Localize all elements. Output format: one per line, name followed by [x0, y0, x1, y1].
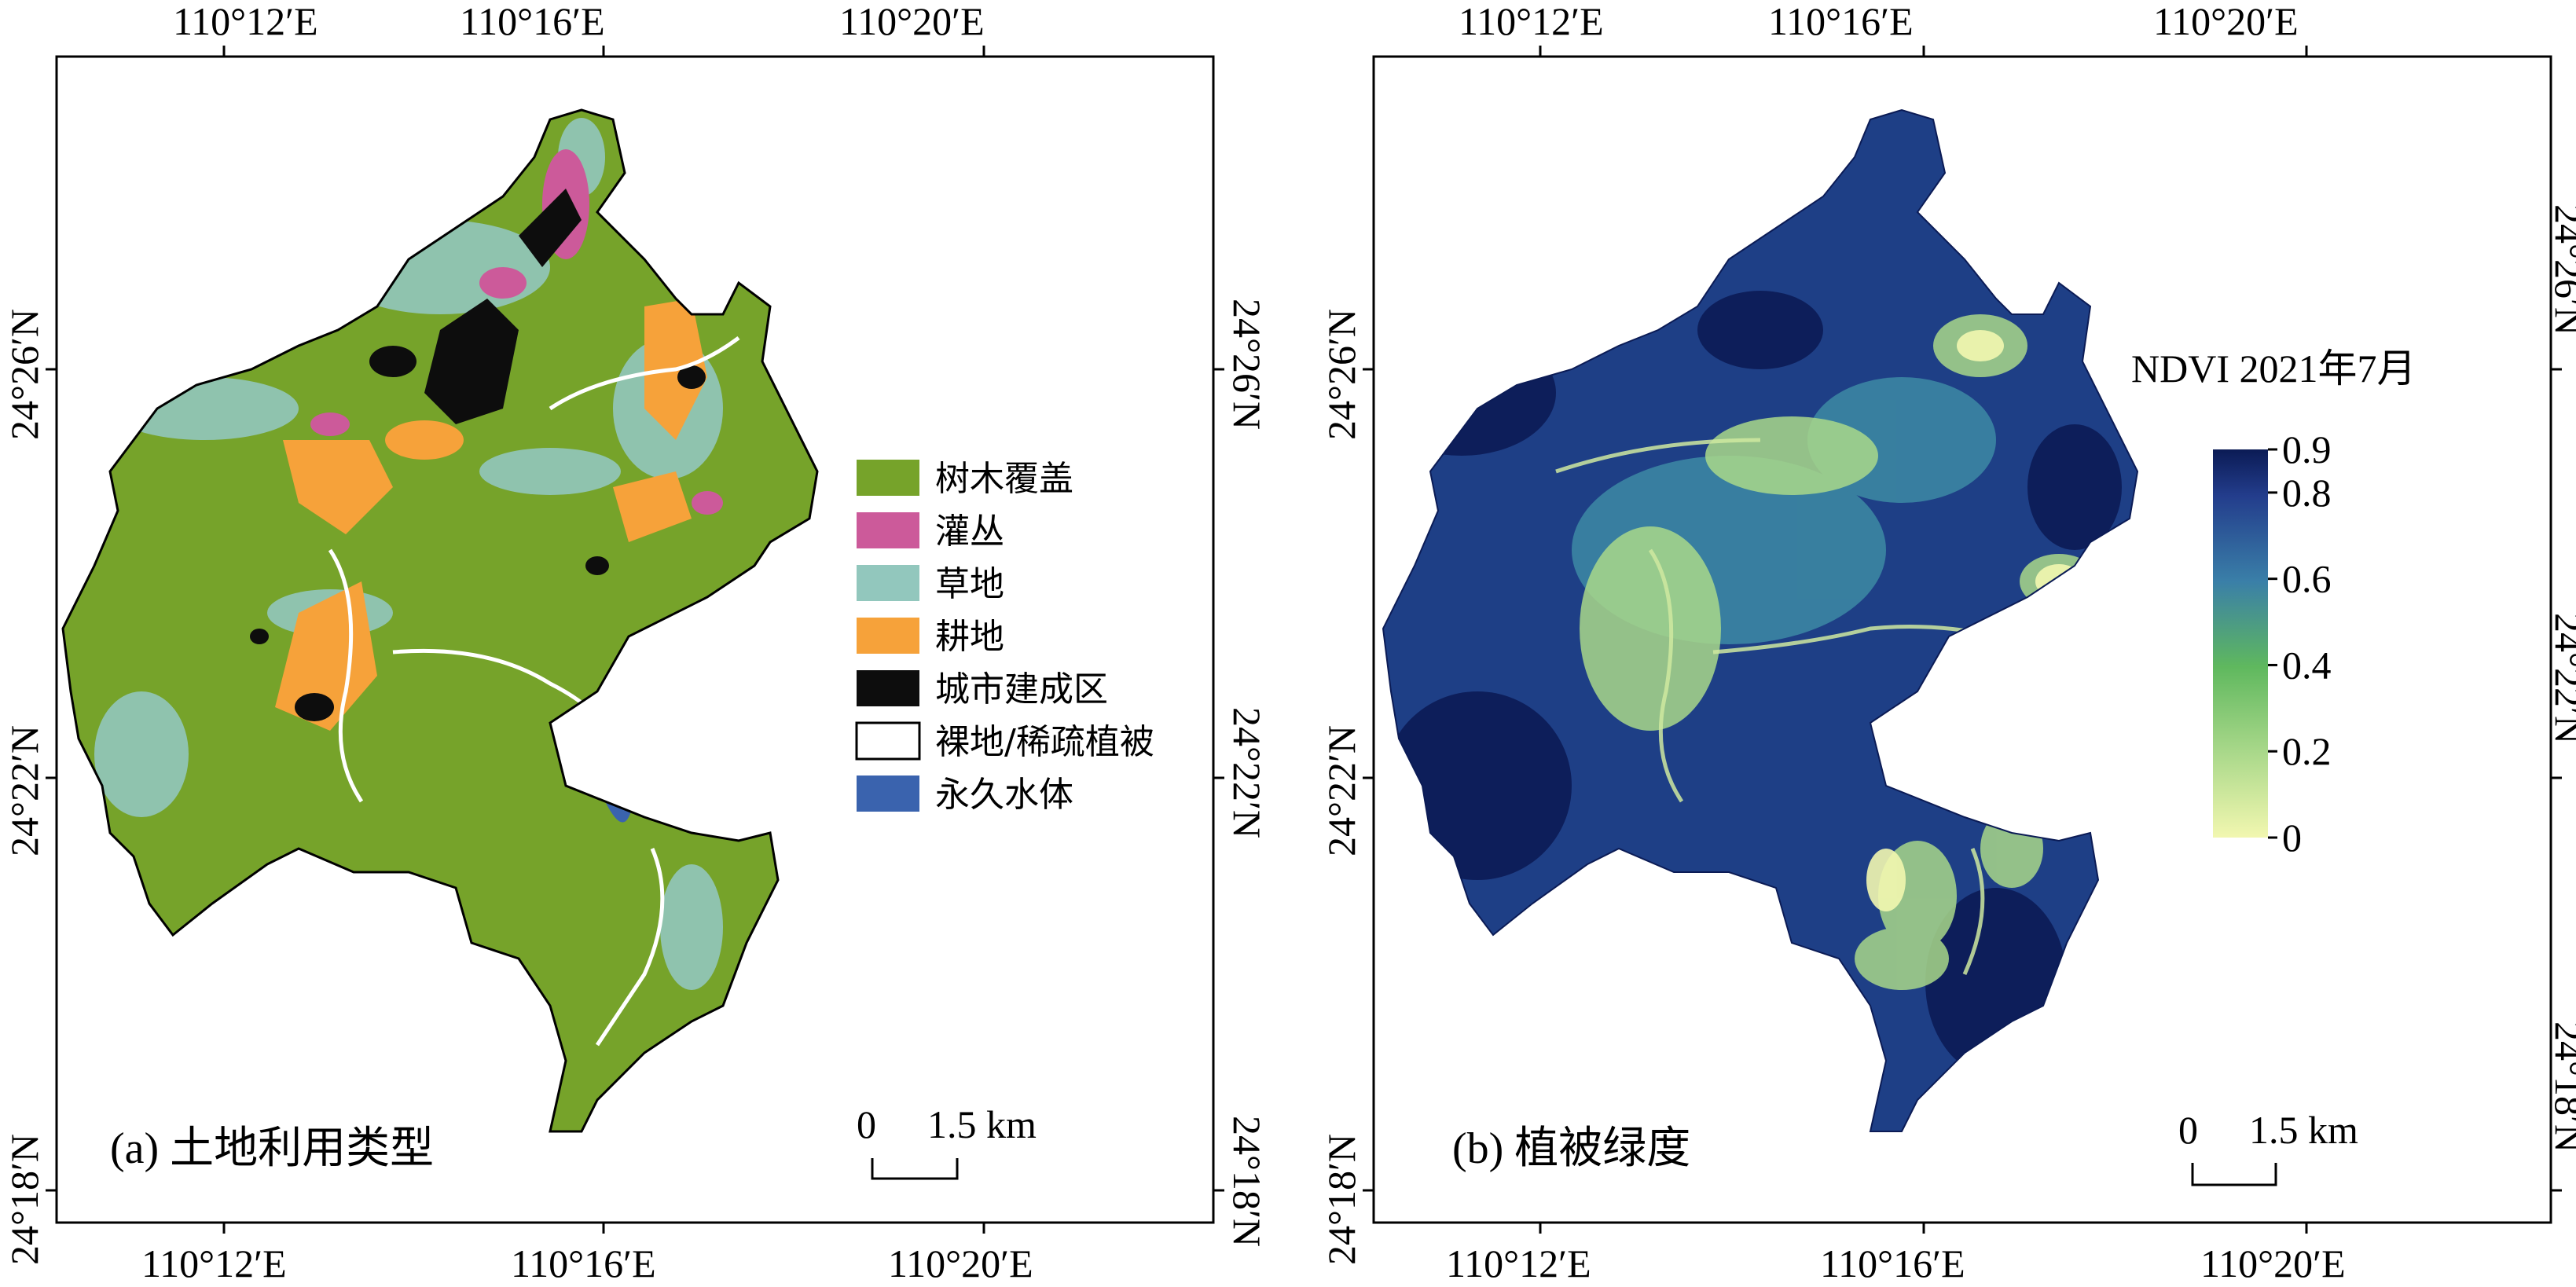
colorbar-tick-label: 0.2	[2282, 729, 2332, 773]
legend-item-bare: 裸地/稀疏植被	[855, 721, 1154, 762]
right-tick-b-2: 24°22′N	[2547, 613, 2576, 744]
colorbar-title: NDVI 2021年7月	[2131, 346, 2416, 390]
legend-swatch-crop	[857, 618, 919, 654]
legend-swatch-grass	[857, 565, 919, 601]
colorbar-tick-label: 0.8	[2282, 471, 2332, 515]
panel-ndvi: 110°12′E 110°16′E 110°20′E 110°12′E 110°…	[1289, 0, 2576, 1287]
right-tick-b-3: 24°18′N	[2547, 1021, 2576, 1153]
colorbar-gradient	[2213, 449, 2268, 838]
legend-item-crop: 耕地	[857, 617, 1004, 657]
legend-label-grass: 草地	[935, 564, 1004, 604]
scale-bar-b: 0 1.5 km	[2178, 1108, 2358, 1186]
legend-label-water: 永久水体	[935, 775, 1073, 815]
legend-label-urban: 城市建成区	[935, 669, 1108, 710]
colorbar-tick-label: 0.6	[2282, 557, 2332, 601]
bottom-tick-3: 110°20′E	[888, 1241, 1033, 1285]
top-tick-b-2: 110°16′E	[1768, 0, 1914, 43]
right-tick-1: 24°26′N	[1225, 299, 1269, 430]
legend-label-bare: 裸地/稀疏植被	[935, 722, 1154, 762]
legend-item-shrub: 灌丛	[857, 512, 1004, 552]
left-tick-b-1: 24°26′N	[1319, 309, 1363, 440]
legend-item-water: 永久水体	[857, 775, 1073, 815]
top-tick-2: 110°16′E	[460, 0, 605, 43]
bottom-tick-b-3: 110°20′E	[2200, 1241, 2346, 1285]
legend-swatch-shrub	[857, 512, 919, 548]
left-tick-2: 24°22′N	[2, 725, 46, 856]
ndvi-colorbar: NDVI 2021年7月 0.90.8 0.6 0.4 0.2 0	[2131, 346, 2416, 860]
scale-value-a: 1.5 km	[927, 1102, 1037, 1146]
bottom-tick-b-1: 110°12′E	[1446, 1241, 1591, 1285]
left-tick-3: 24°18′N	[2, 1134, 46, 1265]
axis-ticks	[46, 46, 1224, 1234]
left-tick-1: 24°26′N	[2, 309, 46, 440]
right-tick-3: 24°18′N	[1225, 1116, 1269, 1247]
top-tick-b-3: 110°20′E	[2153, 0, 2299, 43]
panel-a-label: (a) 土地利用类型	[110, 1124, 434, 1173]
bottom-tick-1: 110°12′E	[141, 1241, 287, 1285]
legend-item-tree: 树木覆盖	[857, 459, 1073, 499]
scale-bar-a: 0 1.5 km	[857, 1102, 1037, 1180]
colorbar-ticks: 0.90.8 0.6 0.4 0.2 0	[2268, 427, 2332, 860]
legend-item-urban: 城市建成区	[857, 669, 1108, 710]
land-use-map: 110°12′E 110°16′E 110°20′E 110°12′E 110°…	[2, 0, 1269, 1285]
legend-swatch-tree	[857, 460, 919, 496]
legend-swatch-bare	[855, 721, 921, 761]
axis-ticks-b	[1363, 46, 2562, 1234]
legend-label-shrub: 灌丛	[935, 512, 1004, 552]
bottom-tick-2: 110°16′E	[511, 1241, 656, 1285]
colorbar-tick-label: 0	[2282, 816, 2302, 860]
top-tick-1: 110°12′E	[173, 0, 318, 43]
panel-b-label: (b) 植被绿度	[1452, 1124, 1690, 1173]
colorbar-tick-label: 0.4	[2282, 643, 2332, 687]
legend-swatch-urban	[857, 670, 919, 706]
right-tick-b-1: 24°26′N	[2547, 204, 2576, 336]
right-tick-2: 24°22′N	[1225, 707, 1269, 838]
land-use-legend: 树木覆盖 灌丛 草地 耕地 城市建成区 裸地/稀疏植被	[855, 459, 1154, 815]
left-tick-b-3: 24°18′N	[1319, 1134, 1363, 1265]
scale-zero-b: 0	[2178, 1108, 2198, 1152]
colorbar-tick-label: 0.9	[2282, 427, 2332, 471]
legend-item-grass: 草地	[857, 564, 1004, 604]
legend-swatch-water	[857, 776, 919, 812]
top-tick-3: 110°20′E	[839, 0, 985, 43]
left-tick-b-2: 24°22′N	[1319, 725, 1363, 856]
legend-label-tree: 树木覆盖	[935, 459, 1073, 499]
scale-value-b: 1.5 km	[2249, 1108, 2358, 1152]
legend-label-crop: 耕地	[935, 617, 1004, 657]
bottom-tick-b-2: 110°16′E	[1820, 1241, 1965, 1285]
panel-land-use: 110°12′E 110°16′E 110°20′E 110°12′E 110°…	[2, 0, 1269, 1285]
top-tick-b-1: 110°12′E	[1459, 0, 1604, 43]
ndvi-map: 110°12′E 110°16′E 110°20′E 110°12′E 110°…	[1319, 0, 2576, 1285]
scale-zero-a: 0	[857, 1102, 876, 1146]
